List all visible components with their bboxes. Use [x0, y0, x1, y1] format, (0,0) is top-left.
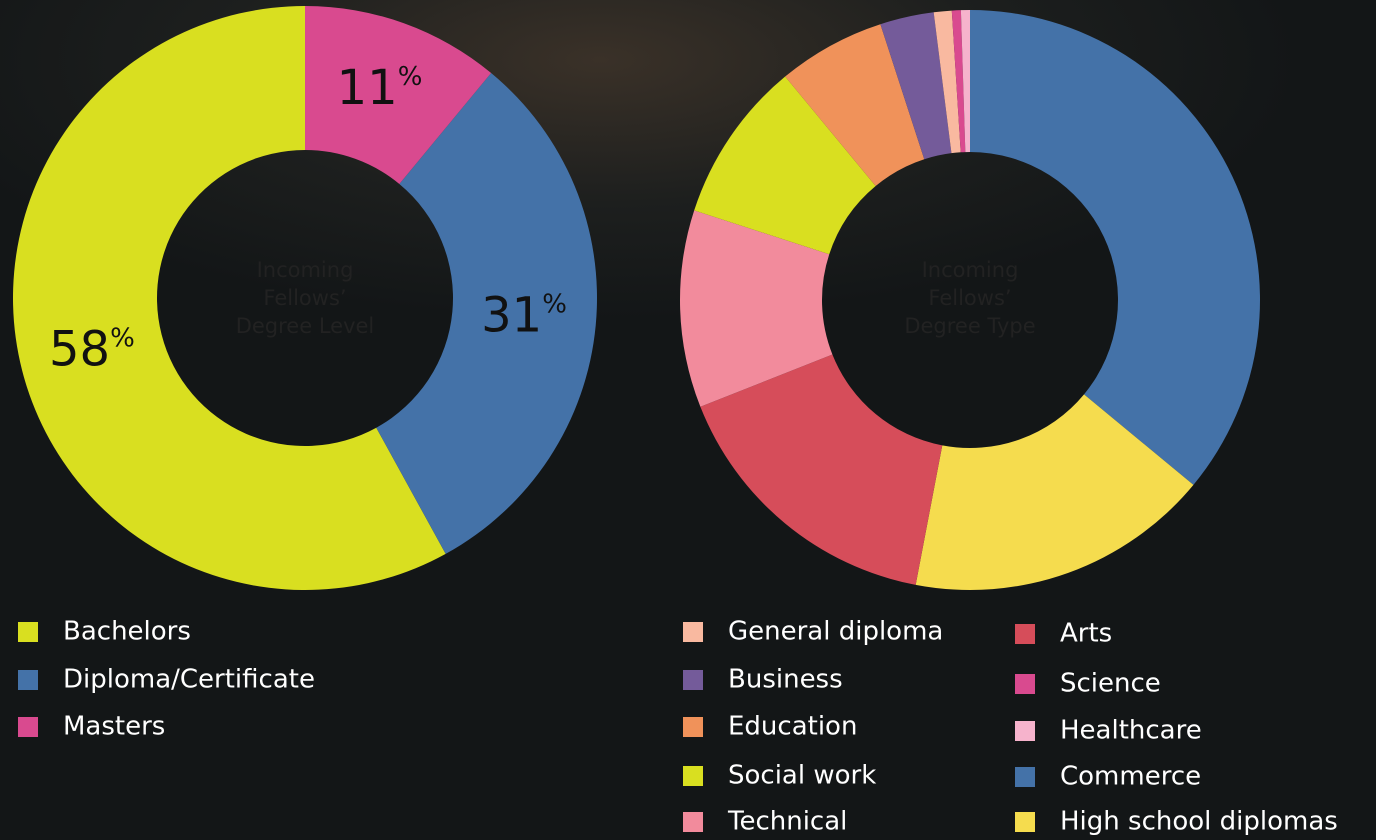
value-unit: % [110, 323, 135, 353]
legend-label: Healthcare [1060, 716, 1202, 746]
legend-swatch [683, 766, 703, 786]
donut-slice [680, 210, 833, 407]
legend-label: Bachelors [63, 617, 191, 647]
legend-swatch [1015, 812, 1035, 832]
legend-swatch [683, 622, 703, 642]
donut-slice [12, 6, 446, 590]
legend-swatch [1015, 624, 1035, 644]
donut-slice [951, 10, 966, 153]
value-unit: % [542, 289, 567, 319]
legend-label: Business [728, 665, 843, 695]
center-label: Incoming Fellows’ Degree Type [904, 258, 1036, 338]
donut-slice [933, 10, 961, 154]
legend-swatch [1015, 767, 1035, 787]
legend-label: Commerce [1060, 762, 1201, 792]
value-label: 58% [49, 322, 135, 378]
legend-label: Arts [1060, 619, 1112, 649]
value-label: 31% [481, 288, 567, 344]
legend-swatch [1015, 721, 1035, 741]
legend-label: Diploma/Certificate [63, 665, 315, 695]
legend-label: Education [728, 712, 857, 742]
value-number: 31 [481, 288, 542, 344]
value-unit: % [398, 62, 423, 92]
legend-swatch [683, 670, 703, 690]
donut-slice [305, 6, 492, 184]
legend-swatch [18, 717, 38, 737]
legend-label: High school diplomas [1060, 807, 1338, 837]
legend-swatch [683, 717, 703, 737]
legend-label: General diploma [728, 617, 943, 647]
legend-label: Science [1060, 669, 1161, 699]
donut-slice [694, 76, 876, 255]
center-label: Incoming Fellows’ Degree Level [235, 258, 375, 338]
legend-label: Masters [63, 712, 165, 742]
legend-swatch [1015, 674, 1035, 694]
donut-slice [700, 354, 943, 585]
donut-slice [376, 73, 597, 554]
donut-slice [970, 10, 1260, 485]
donut-slice [915, 394, 1194, 590]
legend-swatch [683, 812, 703, 832]
donut-slice [785, 24, 925, 186]
legend-label: Social work [728, 761, 876, 791]
legend-swatch [18, 670, 38, 690]
value-number: 11 [337, 60, 398, 116]
legend-label: Technical [727, 807, 847, 837]
donut-slice [880, 12, 952, 160]
value-label: 11% [337, 60, 423, 116]
legend-swatch [18, 622, 38, 642]
donut-slice [960, 10, 970, 153]
value-number: 58 [49, 322, 110, 378]
